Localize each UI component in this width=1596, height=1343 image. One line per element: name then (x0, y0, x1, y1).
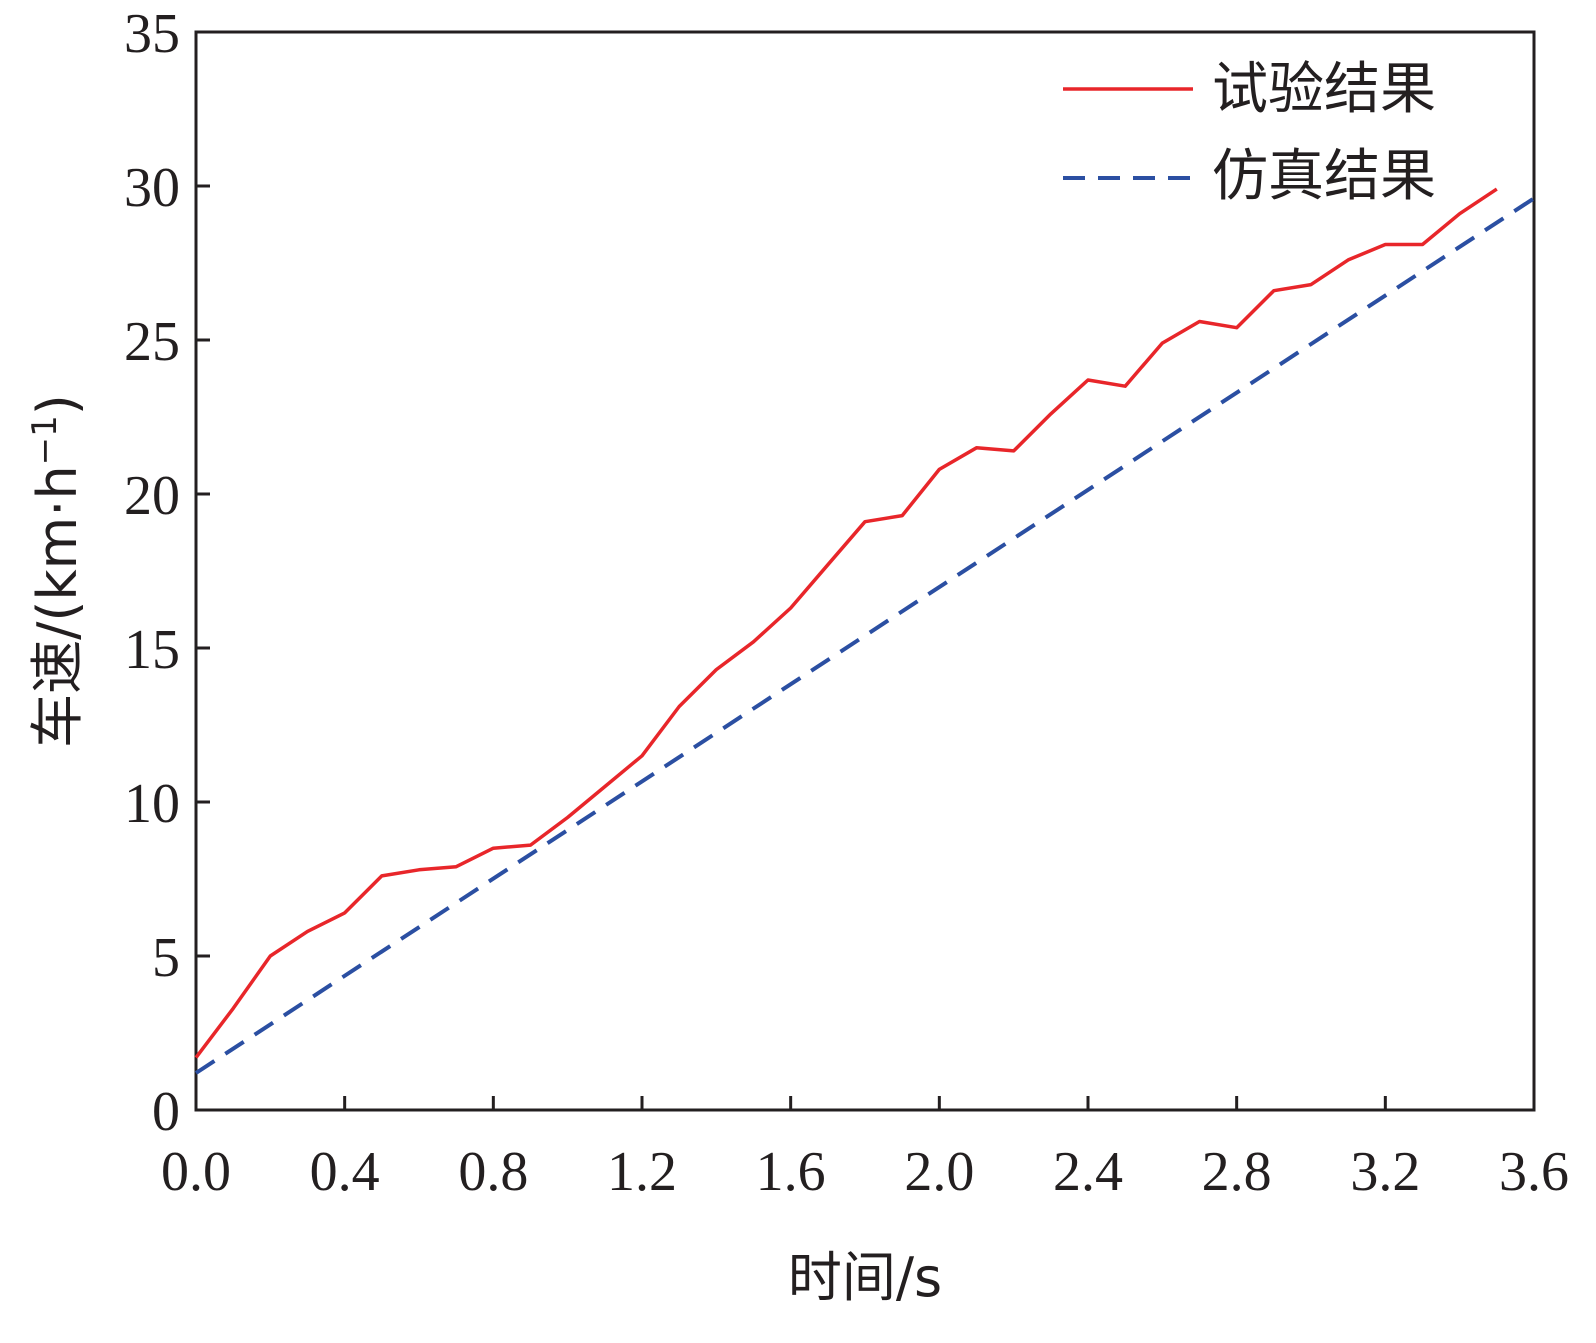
x-tick-label: 3.2 (1350, 1141, 1420, 1203)
x-tick-label: 2.8 (1202, 1141, 1272, 1203)
y-axis-ticks: 0 5 10 15 20 25 30 35 (124, 3, 210, 1143)
legend-label-experiment: 试验结果 (1212, 57, 1436, 122)
x-axis-title: 时间/s (788, 1246, 942, 1309)
series-layer (194, 187, 1536, 1075)
legend: 试验结果 仿真结果 (1063, 57, 1436, 209)
x-tick-label: 0.4 (310, 1141, 380, 1203)
y-tick-label: 10 (124, 773, 180, 835)
y-tick-label: 20 (124, 465, 180, 527)
y-axis-title-sup: −1 (25, 415, 65, 465)
series-line-simulation (194, 196, 1536, 1075)
series-line-experiment (194, 187, 1498, 1059)
x-tick-label: 0.0 (161, 1141, 231, 1203)
y-tick-label: 5 (152, 927, 180, 989)
y-axis-title-close: ) (26, 394, 89, 415)
y-axis-title: 车速/(km·h−1) (25, 394, 89, 748)
x-tick-label: 1.2 (607, 1141, 677, 1203)
x-tick-label: 3.6 (1499, 1141, 1569, 1203)
y-tick-label: 25 (124, 311, 180, 373)
y-tick-label: 30 (124, 157, 180, 219)
y-tick-label: 0 (152, 1081, 180, 1143)
y-tick-label: 35 (124, 3, 180, 65)
x-tick-label: 0.8 (458, 1141, 528, 1203)
y-tick-label: 15 (124, 619, 180, 681)
y-axis-title-main: 车速/(km·h (26, 465, 89, 748)
plot-area (194, 30, 1536, 1112)
x-tick-label: 1.6 (756, 1141, 826, 1203)
legend-label-simulation: 仿真结果 (1212, 144, 1436, 209)
x-tick-label: 2.4 (1053, 1141, 1123, 1203)
x-axis-ticks: 0.0 0.4 0.8 1.2 1.6 2.0 2.4 2.8 3.2 3.6 (161, 1096, 1569, 1203)
x-tick-label: 2.0 (904, 1141, 974, 1203)
